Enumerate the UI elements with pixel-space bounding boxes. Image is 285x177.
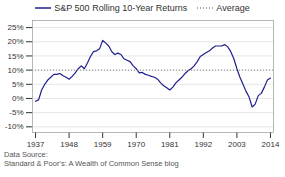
svg-text:0%: 0% bbox=[12, 94, 24, 103]
svg-text:1992: 1992 bbox=[194, 140, 212, 149]
svg-text:2003: 2003 bbox=[228, 140, 246, 149]
svg-text:5%: 5% bbox=[12, 80, 24, 89]
svg-text:1937: 1937 bbox=[27, 140, 45, 149]
svg-text:1948: 1948 bbox=[60, 140, 78, 149]
svg-text:15%: 15% bbox=[7, 52, 23, 61]
svg-text:1970: 1970 bbox=[127, 140, 145, 149]
svg-text:10%: 10% bbox=[7, 66, 23, 75]
html-text:Data Source: Standard & Poor's: Data Source: Standard & Poor's: A Wealth… bbox=[4, 150, 179, 168]
svg-text:20%: 20% bbox=[7, 37, 23, 46]
svg-text:-10%: -10% bbox=[5, 122, 24, 131]
svg-text:1981: 1981 bbox=[161, 140, 179, 149]
svg-text:2014: 2014 bbox=[262, 140, 280, 149]
html-text:Average: Average bbox=[216, 2, 250, 13]
svg-text:25%: 25% bbox=[7, 23, 23, 32]
html-text:S&P 500 Rolling 10-Year Return: S&P 500 Rolling 10-Year Returns bbox=[54, 2, 188, 13]
svg-text:-5%: -5% bbox=[9, 108, 23, 117]
svg-text:1959: 1959 bbox=[94, 140, 112, 149]
